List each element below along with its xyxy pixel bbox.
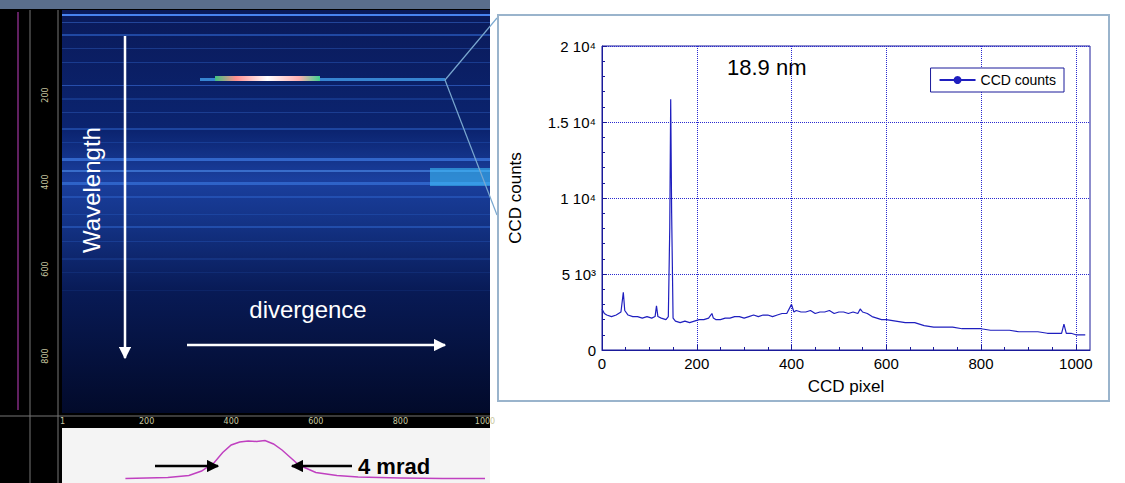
svg-text:600: 600: [308, 417, 323, 426]
svg-text:400: 400: [779, 355, 804, 372]
svg-text:Wavelength: Wavelength: [78, 127, 105, 253]
svg-text:600: 600: [874, 355, 899, 372]
svg-text:CCD counts: CCD counts: [981, 72, 1056, 88]
svg-text:divergence: divergence: [249, 296, 366, 323]
svg-text:1000: 1000: [1059, 355, 1092, 372]
svg-text:200: 200: [41, 87, 50, 102]
svg-text:200: 200: [684, 355, 709, 372]
svg-text:1 10⁴: 1 10⁴: [560, 190, 596, 207]
svg-text:600: 600: [41, 261, 50, 276]
svg-text:800: 800: [41, 348, 50, 363]
svg-text:200: 200: [139, 417, 154, 426]
svg-text:0: 0: [588, 342, 596, 359]
svg-text:0: 0: [598, 355, 606, 372]
svg-text:18.9 nm: 18.9 nm: [727, 55, 807, 80]
svg-text:800: 800: [393, 417, 408, 426]
svg-text:4 mrad: 4 mrad: [358, 454, 430, 479]
svg-text:2 10⁴: 2 10⁴: [560, 38, 596, 55]
svg-text:CCD counts: CCD counts: [506, 152, 525, 244]
svg-text:400: 400: [41, 174, 50, 189]
svg-text:400: 400: [224, 417, 239, 426]
svg-text:5 10³: 5 10³: [562, 266, 596, 283]
svg-text:800: 800: [969, 355, 994, 372]
svg-text:1.5 10⁴: 1.5 10⁴: [548, 114, 596, 131]
svg-text:1: 1: [60, 417, 65, 426]
svg-text:CCD pixel: CCD pixel: [808, 377, 885, 396]
svg-text:1000: 1000: [475, 417, 495, 426]
